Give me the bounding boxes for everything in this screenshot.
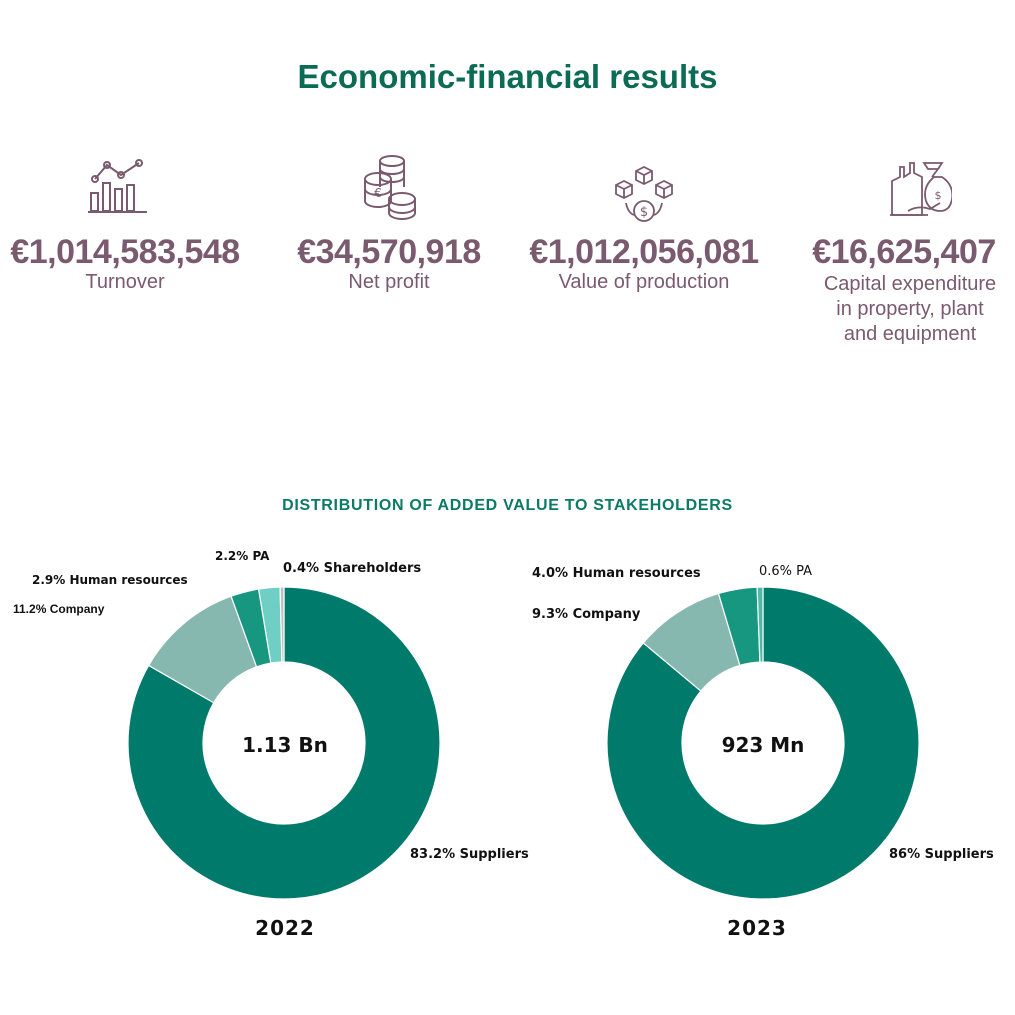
page-title: Economic-financial results bbox=[297, 58, 718, 95]
slice-shareholders-2022 bbox=[279, 586, 285, 663]
slice-label-human-resources-2022: 2.9% Human resources bbox=[32, 573, 188, 587]
slice-label-suppliers-2022: 83.2% Suppliers bbox=[410, 847, 529, 862]
turnover-label: Turnover bbox=[85, 271, 165, 293]
donut-2023 bbox=[606, 586, 920, 900]
net-profit-value: €34,570,918 bbox=[297, 233, 481, 271]
year-label-2022: 2022 bbox=[255, 916, 315, 940]
value-of-production-label: Value of production bbox=[558, 271, 730, 293]
turnover-value: €1,014,583,548 bbox=[10, 233, 240, 271]
slice-label-company-2023: 9.3% Company bbox=[532, 607, 641, 622]
slice-label-human-resources-2023: 4.0% Human resources bbox=[532, 566, 701, 581]
svg-text:€: € bbox=[374, 186, 382, 200]
center-label-2023: 923 Mn bbox=[721, 733, 805, 757]
slice-label-pa-2023: 0.6% PA bbox=[759, 564, 813, 579]
svg-text:$: $ bbox=[640, 205, 648, 220]
center-label-2022: 1.13 Bn bbox=[242, 733, 328, 757]
net-profit-label: Net profit bbox=[348, 271, 430, 293]
slice-label-shareholders-2022: 0.4% Shareholders bbox=[283, 561, 422, 576]
slice-suppliers-2023 bbox=[606, 586, 920, 900]
coins-icon: € bbox=[364, 155, 416, 220]
capex-value: €16,625,407 bbox=[812, 233, 996, 271]
year-label-2023: 2023 bbox=[727, 916, 787, 940]
slice-label-suppliers-2023: 86% Suppliers bbox=[889, 847, 994, 862]
slice-label-company-2022: 11.2% Company bbox=[13, 602, 105, 616]
slice-suppliers-2022 bbox=[127, 586, 441, 900]
slice-label-pa-2022: 2.2% PA bbox=[215, 549, 270, 563]
chart-title: DISTRIBUTION OF ADDED VALUE TO STAKEHOLD… bbox=[282, 497, 733, 514]
slice-pa-2023 bbox=[756, 586, 764, 663]
production-icon: $ bbox=[615, 165, 673, 222]
capex-label: Capital expenditure in property, plant a… bbox=[823, 273, 997, 345]
svg-text:$: $ bbox=[935, 189, 942, 202]
factory-money-bag-icon: $ bbox=[890, 162, 952, 216]
bar-line-chart-icon bbox=[88, 159, 147, 213]
donut-2022 bbox=[127, 586, 441, 900]
value-of-production-value: €1,012,056,081 bbox=[529, 233, 759, 271]
